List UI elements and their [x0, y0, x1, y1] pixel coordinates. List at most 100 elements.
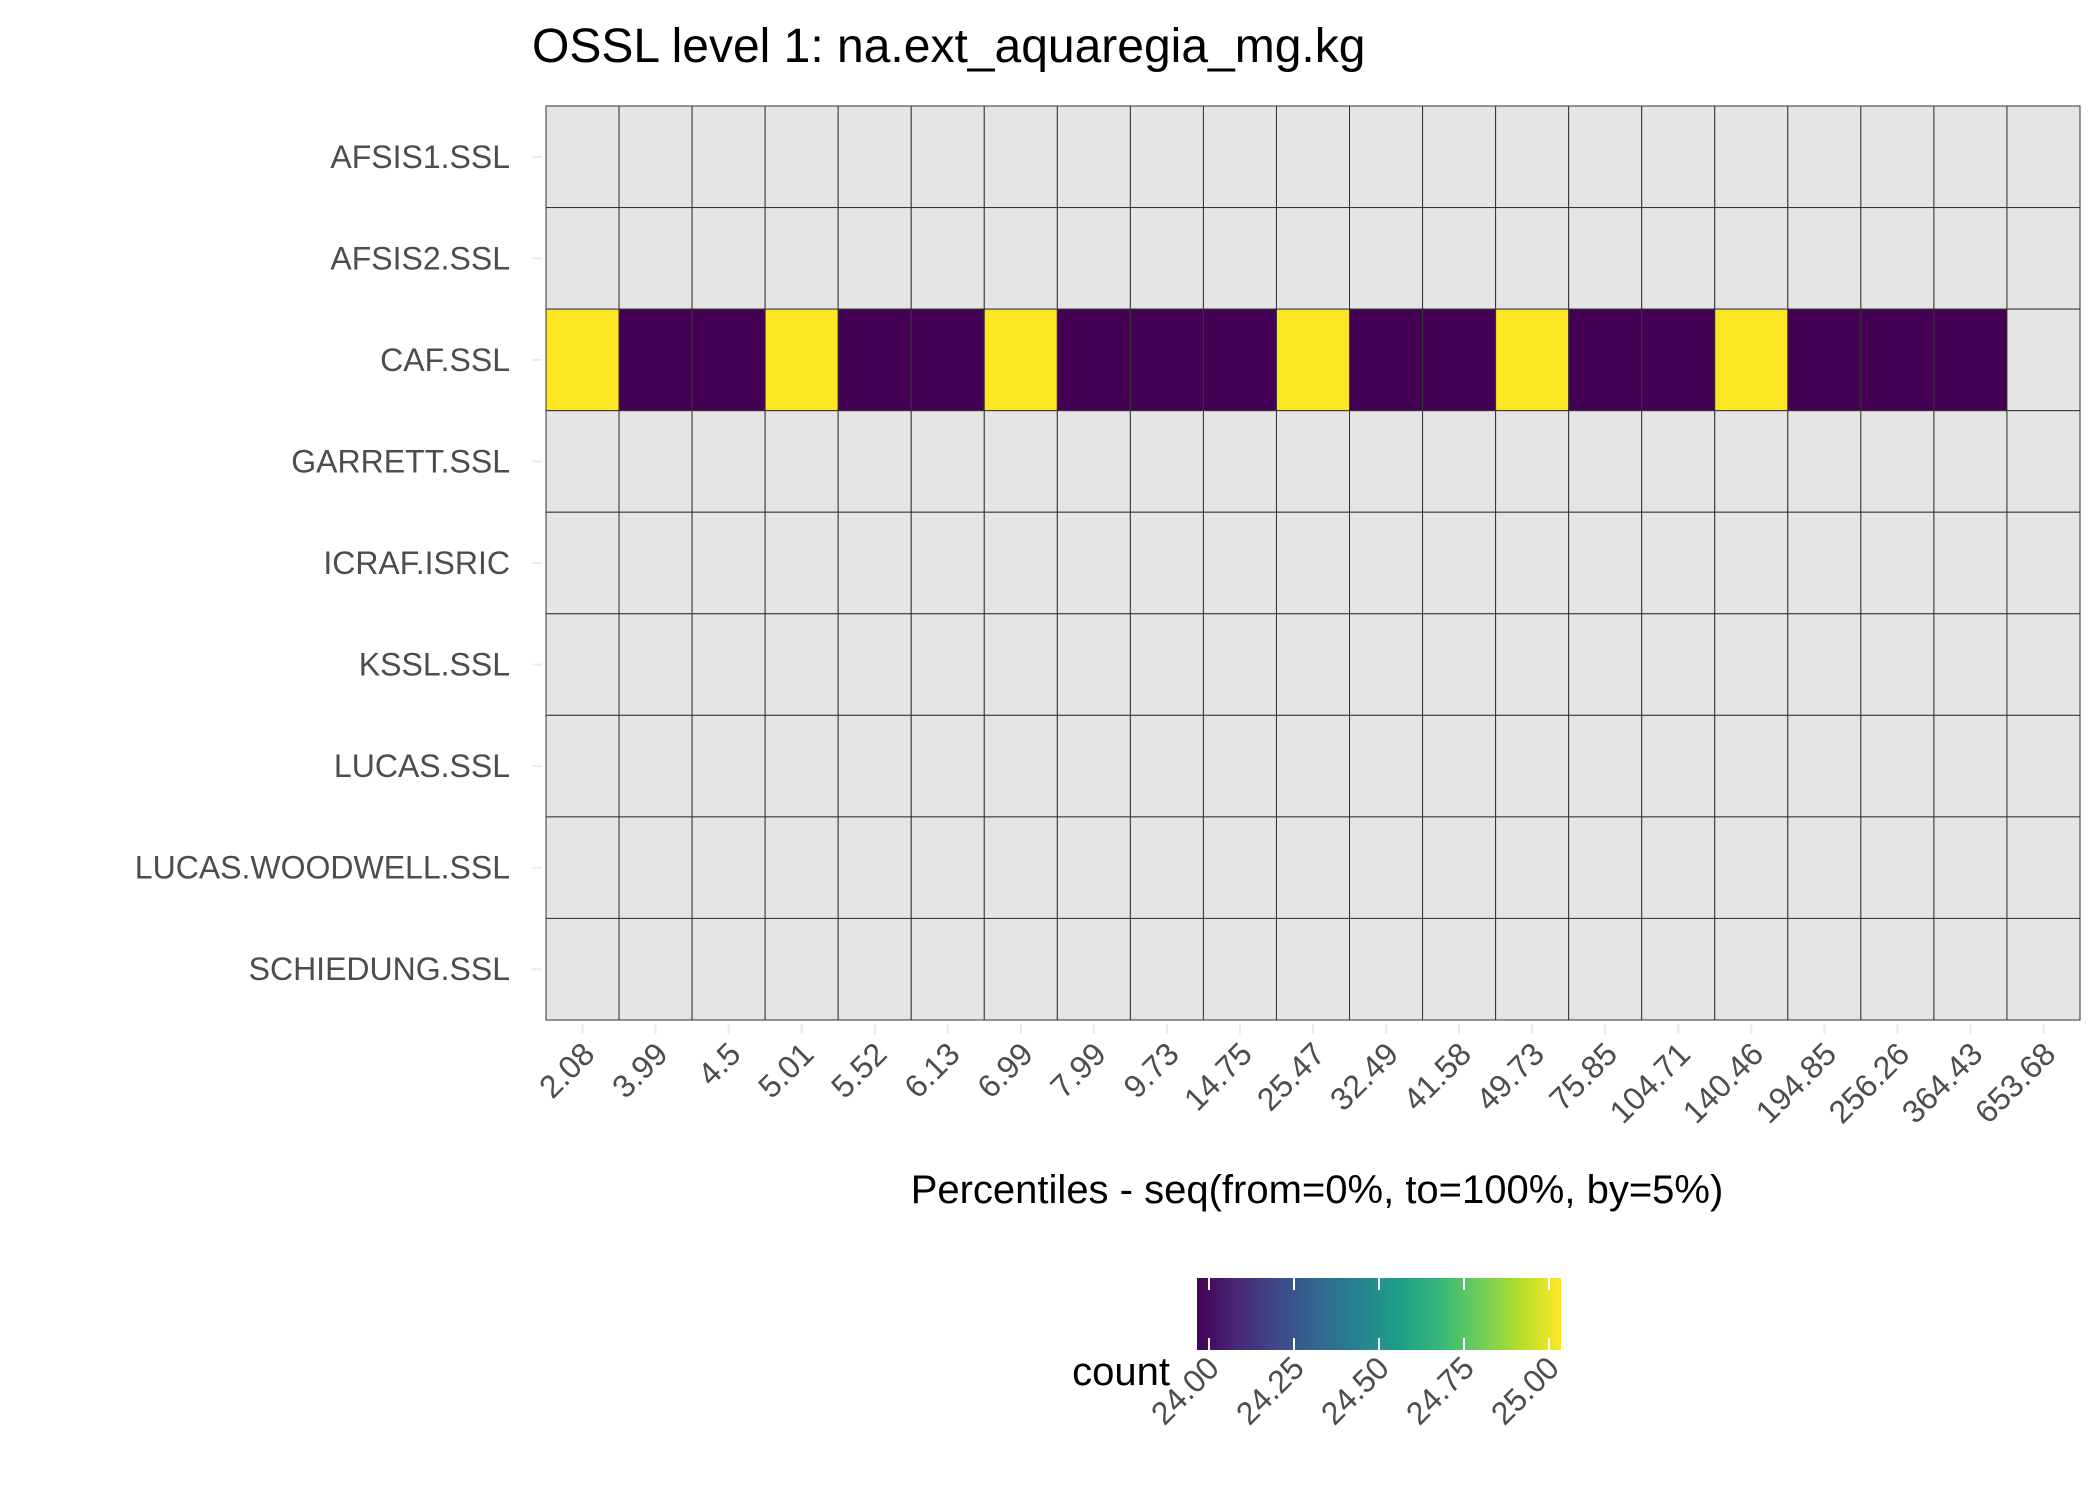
heatmap-cell — [2006, 410, 2081, 513]
heatmap-cell — [1568, 207, 1643, 310]
heatmap-cell — [545, 511, 620, 615]
heatmap-cell — [1714, 511, 1789, 615]
heatmap-cell — [1056, 917, 1131, 1021]
heatmap-cell — [545, 816, 620, 919]
heatmap-cell — [764, 207, 839, 310]
heatmap-cell — [2006, 207, 2081, 310]
heatmap-cell — [1056, 207, 1131, 310]
heatmap-cell — [1641, 207, 1716, 310]
heatmap-cell — [1422, 308, 1497, 412]
heatmap-cell — [1495, 613, 1570, 716]
heatmap-cell — [1933, 105, 2008, 209]
heatmap-cell — [2006, 308, 2081, 412]
heatmap-cell — [764, 410, 839, 513]
heatmap-cell — [1860, 308, 1935, 412]
heatmap-cell — [1202, 917, 1277, 1021]
heatmap-cell — [1860, 917, 1935, 1021]
heatmap-cell — [1129, 410, 1204, 513]
heatmap-cell — [1714, 917, 1789, 1021]
heatmap-cell — [1787, 816, 1862, 919]
heatmap-cell — [1275, 816, 1351, 919]
heatmap-cell — [764, 511, 839, 615]
heatmap-cell — [837, 410, 912, 513]
heatmap-cell — [1495, 105, 1570, 209]
heatmap-cell — [983, 917, 1058, 1021]
heatmap-cell — [1641, 410, 1716, 513]
heatmap-cell — [2006, 917, 2081, 1021]
heatmap-cell — [983, 207, 1058, 310]
heatmap-cell — [1056, 816, 1131, 919]
heatmap-cell — [1568, 511, 1643, 615]
heatmap-cell — [983, 816, 1058, 919]
heatmap-cell — [1422, 410, 1497, 513]
heatmap-cell — [983, 308, 1058, 412]
heatmap-cell — [910, 410, 985, 513]
heatmap-cell — [1349, 613, 1424, 716]
heatmap-cell — [1495, 511, 1570, 615]
heatmap-cell — [764, 917, 839, 1021]
heatmap-cell — [1787, 613, 1862, 716]
heatmap-cell — [910, 207, 985, 310]
heatmap-cell — [2006, 714, 2081, 818]
heatmap-cell — [1860, 410, 1935, 513]
heatmap-cell — [691, 308, 766, 412]
heatmap-cell — [691, 613, 766, 716]
heatmap-cell — [1933, 308, 2008, 412]
heatmap-cell — [1275, 207, 1351, 310]
heatmap-cell — [1860, 714, 1935, 818]
heatmap-cell — [1202, 714, 1277, 818]
heatmap-cell — [1129, 308, 1204, 412]
heatmap-cell — [1495, 308, 1570, 412]
heatmap-cell — [1568, 308, 1643, 412]
legend-tick-label: 25.00 — [1484, 1349, 1566, 1431]
heatmap-cell — [1349, 511, 1424, 615]
heatmap-cell — [837, 207, 912, 310]
heatmap-cell — [1202, 105, 1277, 209]
heatmap-cell — [1641, 816, 1716, 919]
y-tick-label: LUCAS.WOODWELL.SSL — [135, 850, 510, 886]
y-tick-label: GARRETT.SSL — [291, 443, 510, 479]
heatmap-cell — [910, 613, 985, 716]
heatmap-cell — [1568, 613, 1643, 716]
heatmap-cell — [2006, 816, 2081, 919]
heatmap-cell — [764, 105, 839, 209]
heatmap-cell — [1495, 816, 1570, 919]
x-tick-label: 41.58 — [1396, 1035, 1478, 1117]
heatmap-cell — [1568, 105, 1643, 209]
heatmap-cell — [983, 613, 1058, 716]
heatmap-cell — [1202, 207, 1277, 310]
heatmap-cell — [1860, 511, 1935, 615]
heatmap-cell — [1275, 410, 1351, 513]
heatmap-cell — [910, 917, 985, 1021]
x-tick-label: 9.73 — [1116, 1035, 1185, 1104]
heatmap-cell — [1495, 207, 1570, 310]
heatmap-cell — [545, 105, 620, 209]
x-tick-label: 7.99 — [1043, 1035, 1112, 1104]
heatmap-cell — [910, 816, 985, 919]
heatmap-cell — [1860, 816, 1935, 919]
heatmap-cell — [2006, 511, 2081, 615]
heatmap-cell — [618, 410, 693, 513]
x-axis-label: Percentiles - seq(from=0%, to=100%, by=5… — [911, 1168, 1724, 1212]
heatmap-cell — [1787, 714, 1862, 818]
x-axis-tick-labels: 2.08 3.99 4.5 5.01 5.52 6.13 6.99 7.99 9.7314.75… — [532, 1024, 2062, 1130]
heatmap-cell — [1422, 511, 1497, 615]
heatmap-cell — [545, 207, 620, 310]
heatmap-cell — [618, 816, 693, 919]
heatmap-cell — [691, 207, 766, 310]
heatmap-cell — [837, 308, 912, 412]
heatmap-cell — [1568, 410, 1643, 513]
y-tick-label: CAF.SSL — [380, 342, 510, 378]
heatmap-cell — [691, 714, 766, 818]
heatmap-cell — [1860, 613, 1935, 716]
heatmap-cell — [1056, 714, 1131, 818]
heatmap-cell — [691, 816, 766, 919]
heatmap-cell — [1349, 207, 1424, 310]
heatmap-cell — [1422, 207, 1497, 310]
heatmap-cell — [618, 105, 693, 209]
heatmap-cell — [1202, 410, 1277, 513]
heatmap-cell — [1787, 308, 1862, 412]
heatmap-cell — [1714, 714, 1789, 818]
heatmap-cell — [2006, 613, 2081, 716]
